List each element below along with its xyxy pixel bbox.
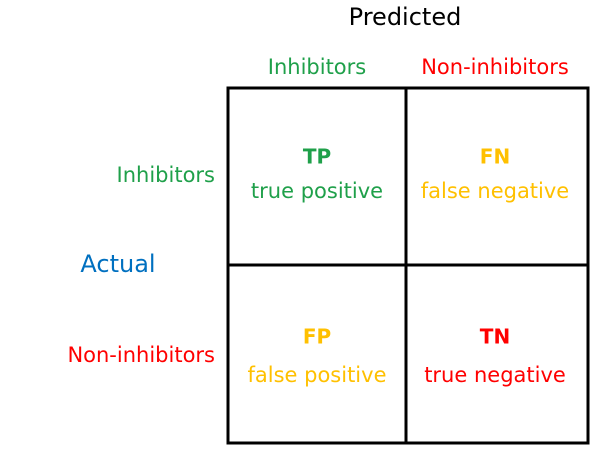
cell-abbr: TP bbox=[303, 145, 331, 169]
column-header: Inhibitors bbox=[268, 55, 366, 79]
cell-label: false positive bbox=[247, 363, 386, 387]
cell-abbr: TN bbox=[480, 325, 510, 349]
cell-label: true negative bbox=[424, 363, 566, 387]
predicted-title: Predicted bbox=[349, 3, 462, 31]
matrix-grid bbox=[226, 86, 590, 445]
actual-title: Actual bbox=[80, 250, 155, 278]
cell-abbr: FN bbox=[480, 145, 510, 169]
cell-abbr: FP bbox=[303, 325, 331, 349]
row-header: Non-inhibitors bbox=[67, 343, 215, 367]
row-header: Inhibitors bbox=[117, 163, 215, 187]
column-header: Non-inhibitors bbox=[421, 55, 569, 79]
cell-label: false negative bbox=[421, 179, 569, 203]
cell-label: true positive bbox=[251, 179, 383, 203]
